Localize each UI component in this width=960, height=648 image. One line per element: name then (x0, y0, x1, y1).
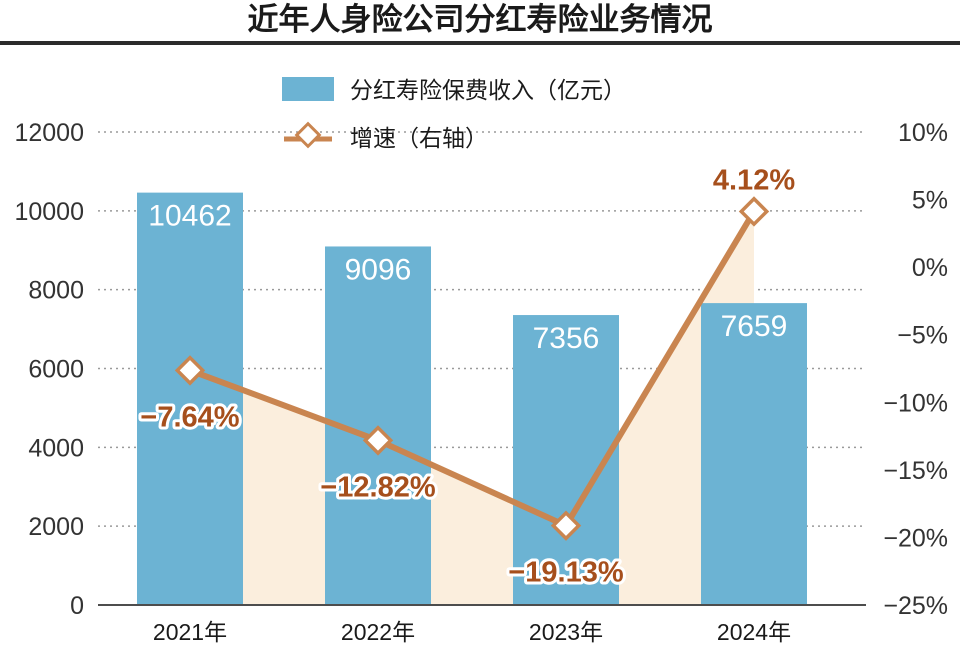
y-right-tick-label: −25% (883, 592, 948, 620)
y-right-tick-label: 10% (898, 119, 948, 147)
growth-line (188, 209, 757, 529)
bar-value-label: 9096 (345, 253, 412, 286)
growth-marker (550, 510, 582, 541)
x-tick-label: 2022年 (341, 619, 415, 645)
y-right-tick-label: −10% (883, 389, 948, 417)
data-labels: 10462 9096 7356 7659 −7.64% −12.82% −19.13% 4.1… (137, 161, 798, 591)
growth-marker (174, 355, 206, 386)
y-left-tick-label: 2000 (28, 513, 84, 541)
y-left-tick-label: 6000 (28, 356, 84, 384)
growth-value-label: −19.13% (508, 557, 624, 589)
bar-value-label: 10462 (148, 200, 231, 233)
legend-bar-swatch (282, 77, 334, 101)
growth-value-label: −12.82% (320, 471, 436, 503)
y-right-tick-label: −20% (883, 524, 948, 552)
growth-value-label: −7.64% (140, 401, 239, 433)
y-left-tick-label: 4000 (28, 434, 84, 462)
y-left-tick-label: 0 (70, 592, 84, 620)
growth-marker (362, 425, 394, 456)
legend-line-marker (294, 121, 322, 149)
axes: 0 2000 4000 6000 8000 10000 12000 −25% −20% −15% −… (14, 119, 948, 645)
x-tick-label: 2021年 (153, 619, 227, 645)
legend-bar-label: 分红寿险保费收入（亿元） (350, 78, 626, 104)
x-tick-label: 2023年 (529, 619, 603, 645)
bar (513, 315, 619, 605)
growth-value-label: 4.12% (713, 164, 795, 196)
growth-line-group (174, 196, 770, 541)
bars (137, 192, 807, 605)
legend: 分红寿险保费收入（亿元） 增速（右轴） (282, 77, 626, 152)
legend-line-label: 增速（右轴） (350, 126, 488, 152)
bar-value-label: 7356 (533, 322, 600, 355)
bar-value-label: 7659 (721, 310, 788, 343)
y-right-tick-label: 5% (912, 187, 948, 215)
y-left-tick-label: 12000 (14, 119, 84, 147)
y-left-tick-label: 8000 (28, 277, 84, 305)
y-right-tick-label: −15% (883, 457, 948, 485)
chart-title: 近年人身险公司分红寿险业务情况 (248, 2, 713, 38)
x-tick-label: 2024年 (717, 619, 791, 645)
title-rule (0, 41, 960, 45)
y-right-tick-label: −5% (897, 322, 948, 350)
growth-area (190, 211, 754, 606)
growth-marker (738, 196, 770, 227)
y-left-tick-label: 10000 (14, 198, 84, 226)
bar (137, 192, 243, 605)
growth-area-fill (190, 211, 754, 606)
y-right-tick-label: 0% (912, 254, 948, 282)
bar (701, 303, 807, 605)
